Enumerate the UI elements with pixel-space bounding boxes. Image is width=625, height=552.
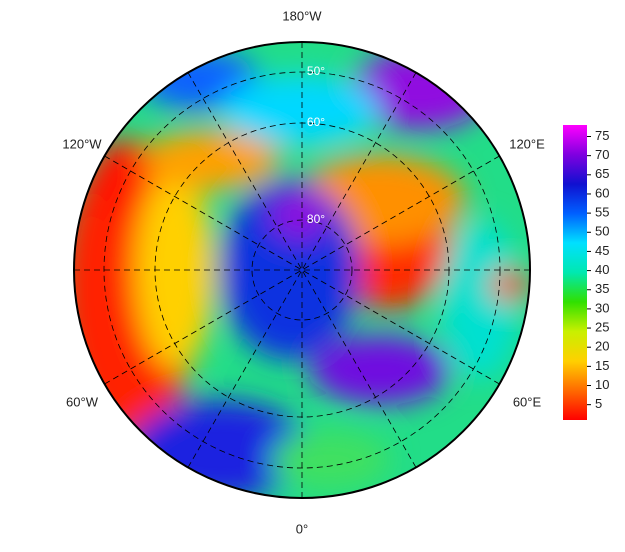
colorbar-tick-label: 25 [595,319,609,334]
colorbar-tick-label: 35 [595,281,609,296]
graticule [74,42,530,498]
longitude-label: 0° [296,521,308,536]
longitude-label: 60°W [66,394,99,409]
meridian [187,72,417,468]
meridian [104,155,500,385]
colorbar-tick-label: 5 [595,396,602,411]
colorbar-tick-label: 10 [595,377,609,392]
parallel [154,122,450,418]
colorbar-tick-label: 65 [595,166,609,181]
longitude-label: 60°E [513,394,542,409]
longitude-label: 180°W [282,8,322,23]
longitude-label: 120°E [509,136,545,151]
colorbar-tick-label: 75 [595,128,609,143]
colorbar [563,125,587,420]
colorbar-tick-label: 15 [595,358,609,373]
longitude-label: 120°W [62,136,102,151]
parallel [251,219,353,321]
colorbar-tick-label: 70 [595,147,609,162]
latitude-label: 80° [307,212,325,226]
meridian [187,72,417,468]
colorbar-tick-label: 45 [595,243,609,258]
latitude-label: 50° [307,64,325,78]
colorbar-tick-label: 60 [595,185,609,200]
colorbar-tick-label: 55 [595,205,609,220]
meridian [104,155,500,385]
colorbar-tick-label: 20 [595,339,609,354]
map-border [73,41,531,499]
colorbar-tick-label: 50 [595,224,609,239]
parallel [103,71,501,469]
colorbar-tick-label: 40 [595,262,609,277]
latitude-label: 60° [307,115,325,129]
colorbar-tick-label: 30 [595,300,609,315]
